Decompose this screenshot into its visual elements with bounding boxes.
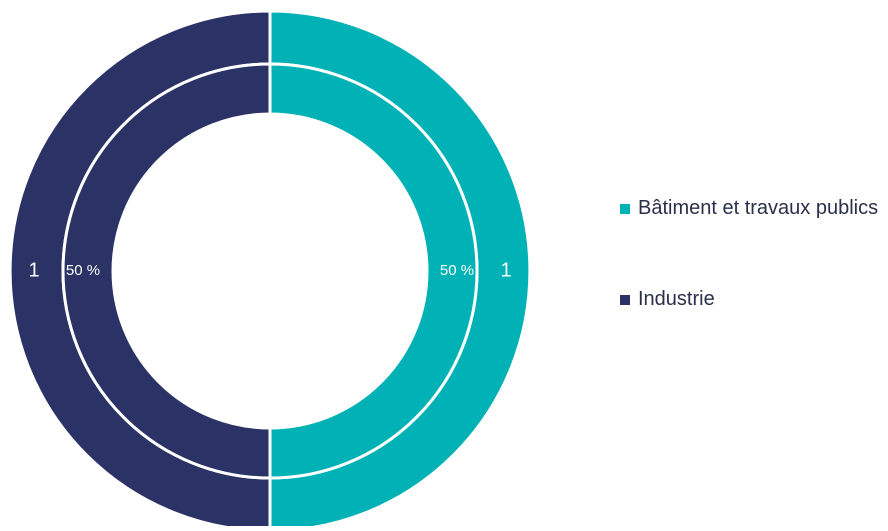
legend-label: Industrie xyxy=(638,288,715,310)
legend-item-1: Industrie xyxy=(620,286,880,312)
legend-swatch xyxy=(620,295,630,305)
legend-item-0: Bâtiment et travaux publics xyxy=(620,195,880,221)
outer-ring-label-1: 1 xyxy=(28,259,39,281)
legend-label: Bâtiment et travaux publics xyxy=(638,197,879,219)
inner-ring-slice-0 xyxy=(268,62,479,480)
outer-ring-label-0: 1 xyxy=(500,259,511,281)
inner-ring-label-1: 50 % xyxy=(66,262,100,279)
inner-ring-slice-1 xyxy=(61,62,272,480)
legend-swatch xyxy=(620,204,630,214)
inner-ring-label-0: 50 % xyxy=(440,262,474,279)
